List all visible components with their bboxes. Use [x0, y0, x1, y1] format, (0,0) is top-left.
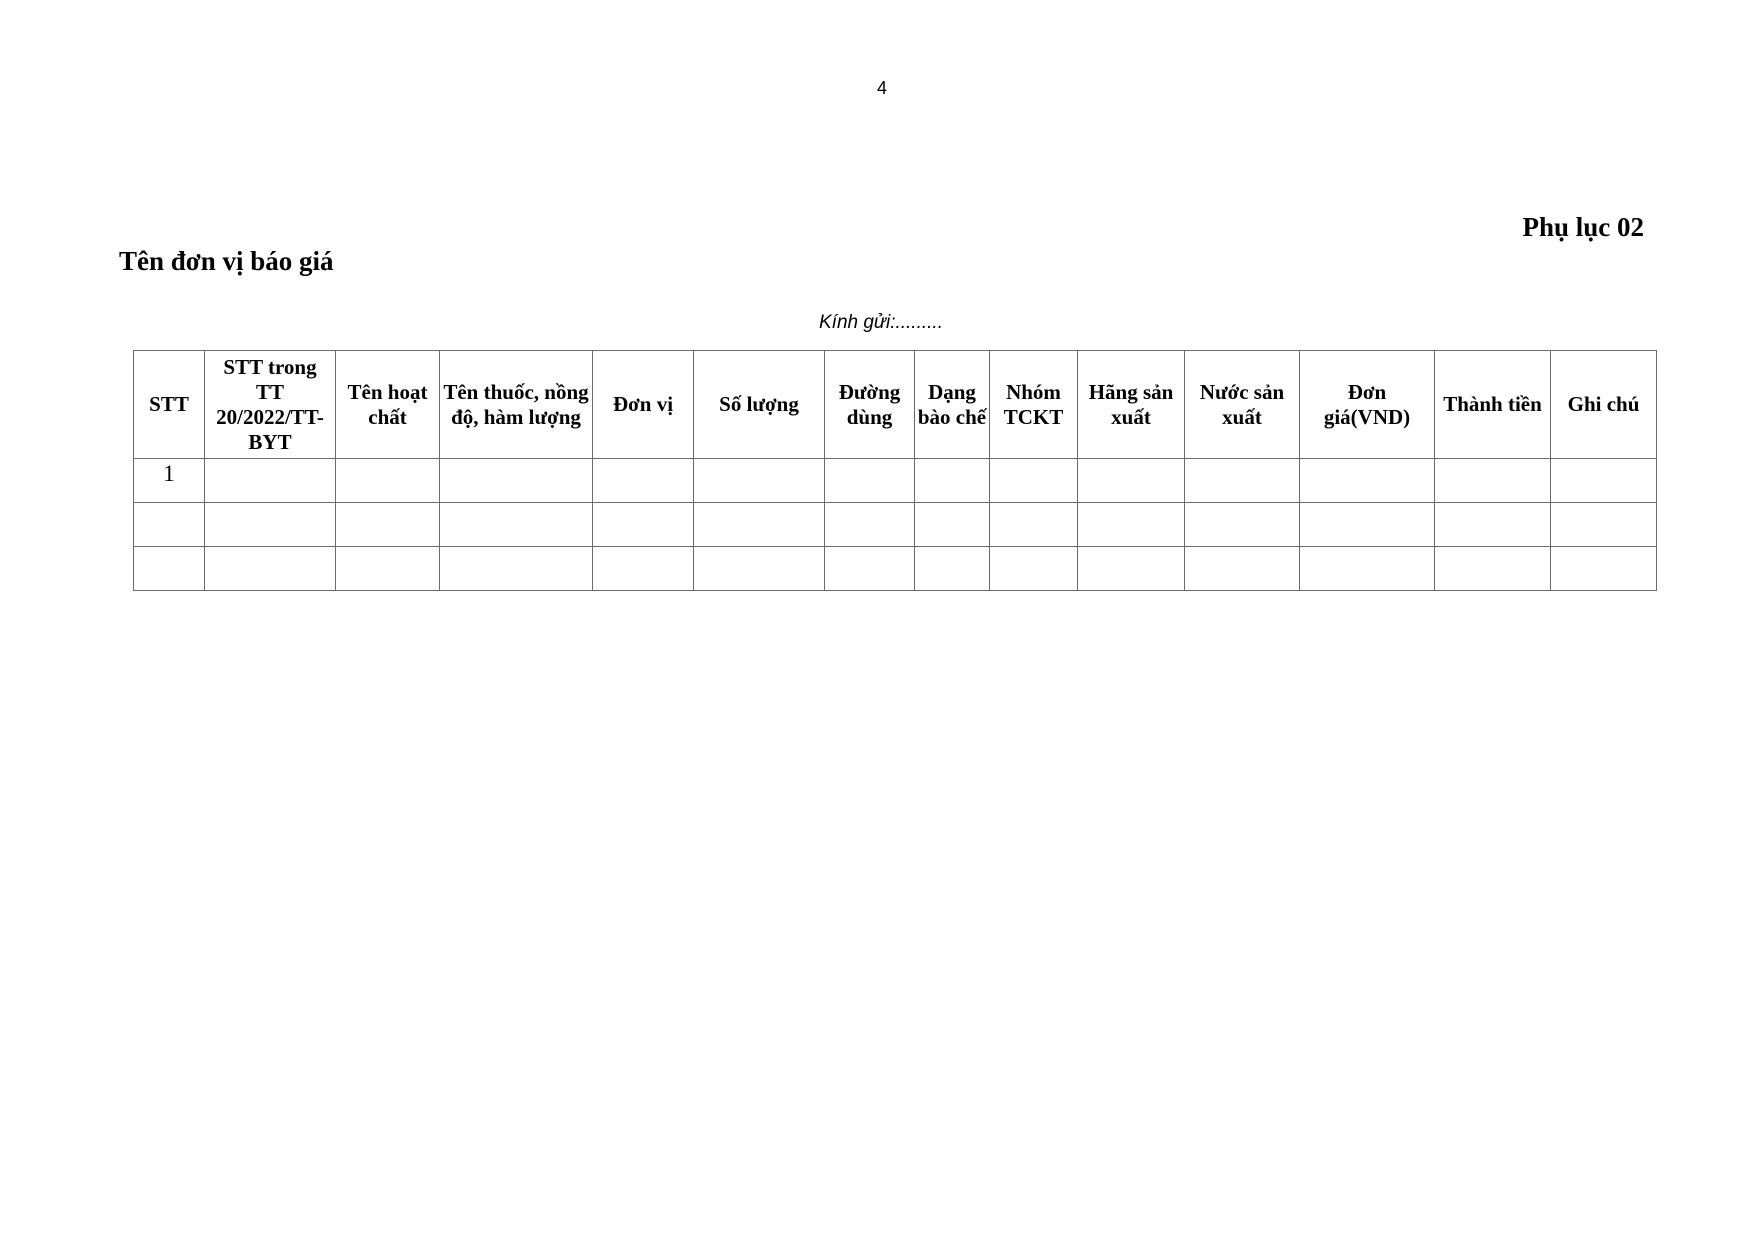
- table-cell: [1434, 546, 1551, 591]
- column-header: Tên hoạt chất: [335, 350, 440, 459]
- table-cell: [693, 502, 825, 547]
- table-cell: [592, 546, 694, 591]
- table-cell: [1184, 458, 1300, 503]
- table-cell: [914, 458, 990, 503]
- column-header: Số lượng: [693, 350, 825, 459]
- table-cell: [1434, 458, 1551, 503]
- table-cell: [1434, 502, 1551, 547]
- column-header: STT trong TT 20/2022/TT-BYT: [204, 350, 336, 459]
- table-cell: [1077, 546, 1185, 591]
- table-cell: [693, 546, 825, 591]
- table-cell: [914, 502, 990, 547]
- table-row: [133, 502, 1657, 547]
- column-header: Đơn giá(VND): [1299, 350, 1435, 459]
- column-header: Tên thuốc, nồng độ, hàm lượng: [439, 350, 593, 459]
- table-cell: [335, 502, 440, 547]
- table-cell: [439, 546, 593, 591]
- quoting-unit-title: Tên đơn vị báo giá: [119, 246, 334, 276]
- table-cell: [824, 546, 915, 591]
- page-number: 4: [876, 78, 887, 98]
- column-header: Đơn vị: [592, 350, 694, 459]
- column-header: Hãng sản xuất: [1077, 350, 1185, 459]
- table-cell: [133, 546, 205, 591]
- table-cell: [824, 502, 915, 547]
- column-header: Nhóm TCKT: [989, 350, 1078, 459]
- table-cell: [824, 458, 915, 503]
- table-cell: [1184, 546, 1300, 591]
- table-cell: [1550, 502, 1657, 547]
- appendix-title: Phụ lục 02: [1522, 212, 1644, 242]
- table-cell: [592, 458, 694, 503]
- table-cell: [693, 458, 825, 503]
- table-cell: [335, 458, 440, 503]
- table-cell: [592, 502, 694, 547]
- column-header: STT: [133, 350, 205, 459]
- table-cell: [1299, 502, 1435, 547]
- table-cell: [1299, 458, 1435, 503]
- table-cell: [1550, 546, 1657, 591]
- column-header: Ghi chú: [1550, 350, 1657, 459]
- header-row: STT STT trong TT 20/2022/TT-BYT Tên hoạt c…: [133, 350, 1657, 459]
- column-header: Nước sản xuất: [1184, 350, 1300, 459]
- table-cell: [1077, 458, 1185, 503]
- table-cell: [204, 502, 336, 547]
- table-cell: [439, 502, 593, 547]
- column-header: Thành tiền: [1434, 350, 1551, 459]
- table-cell: [1299, 546, 1435, 591]
- table-cell: [204, 546, 336, 591]
- table-row: 1: [133, 458, 1657, 503]
- table-cell: [439, 458, 593, 503]
- table-cell: [914, 546, 990, 591]
- table-cell: [133, 502, 205, 547]
- table-cell: [1184, 502, 1300, 547]
- recipient-line: Kính gửi:.........: [819, 312, 943, 333]
- table-cell: [989, 546, 1078, 591]
- table-cell: [989, 502, 1078, 547]
- table-cell: 1: [133, 458, 205, 503]
- column-header: Dạng bào chế: [914, 350, 990, 459]
- column-header: Đường dùng: [824, 350, 915, 459]
- table-row: [133, 546, 1657, 591]
- table-cell: [989, 458, 1078, 503]
- table-cell: [335, 546, 440, 591]
- quotation-table: STT STT trong TT 20/2022/TT-BYT Tên hoạt c…: [133, 350, 1657, 591]
- table-cell: [1550, 458, 1657, 503]
- table-cell: [1077, 502, 1185, 547]
- table-cell: [204, 458, 336, 503]
